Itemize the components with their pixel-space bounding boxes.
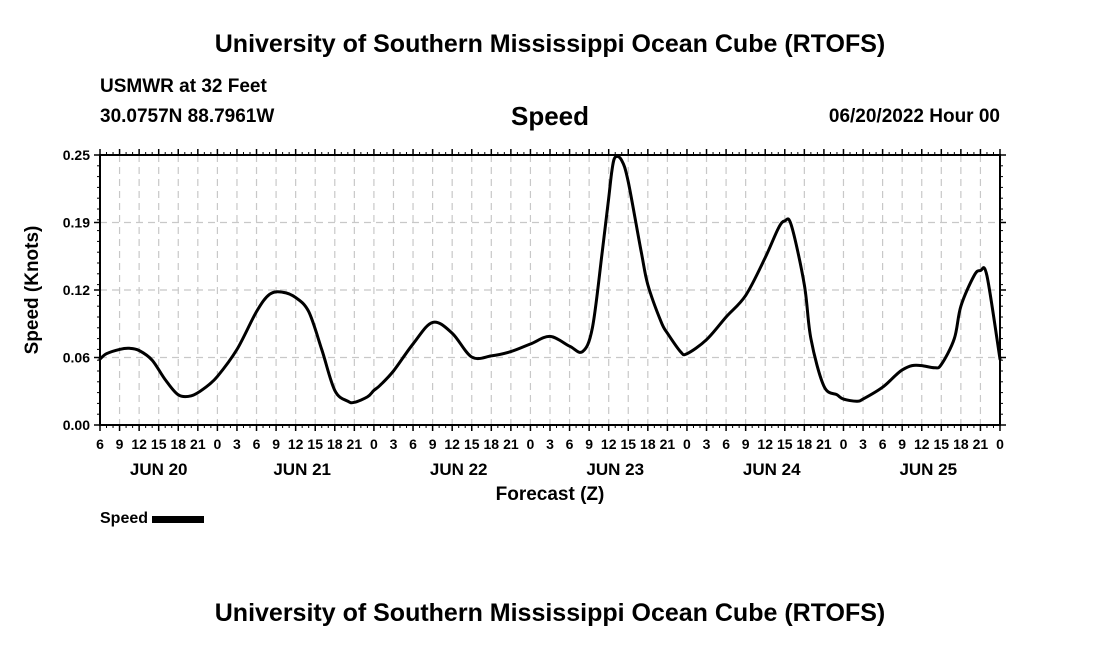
y-tick-label: 0.06 [63, 350, 90, 366]
x-tick-label: 0 [683, 436, 691, 452]
x-tick-label: 21 [816, 436, 832, 452]
x-tick-label: 12 [914, 436, 930, 452]
x-tick-label: 0 [213, 436, 221, 452]
x-tick-label: 18 [327, 436, 343, 452]
x-tick-label: 21 [973, 436, 989, 452]
x-tick-label: 12 [131, 436, 147, 452]
x-tick-label: 15 [777, 436, 793, 452]
legend-swatch [152, 515, 205, 523]
x-tick-label: 18 [170, 436, 186, 452]
x-tick-label: 6 [409, 436, 417, 452]
x-tick-label: 15 [307, 436, 323, 452]
grid-lines [99, 154, 1001, 426]
x-tick-label: 21 [503, 436, 519, 452]
x-tick-label: 9 [429, 436, 437, 452]
x-tick-label: 21 [190, 436, 206, 452]
x-tick-label: 3 [546, 436, 554, 452]
x-tick-label: 15 [151, 436, 167, 452]
x-tick-label: 9 [742, 436, 750, 452]
y-tick-label: 0.19 [63, 215, 90, 231]
x-tick-label: 0 [370, 436, 378, 452]
x-tick-label: 18 [484, 436, 500, 452]
x-tick-label: 15 [464, 436, 480, 452]
x-tick-label: 15 [620, 436, 636, 452]
x-tick-label: 12 [757, 436, 773, 452]
legend-label: Speed [100, 510, 149, 527]
speed-series-line [98, 154, 1002, 405]
x-tick-label: 12 [601, 436, 617, 452]
x-tick-label: 21 [347, 436, 363, 452]
chart-variable-heading: Speed [510, 101, 590, 131]
x-tick-label: 0 [527, 436, 535, 452]
x-tick-labels: 6 9 12 15 18 21 0 3 6 9 12 15 18 21 0 3 6 9 12 15 18 21 0 3 6 9 12… [96, 436, 1004, 452]
x-tick-label: 0 [840, 436, 848, 452]
x-tick-label: 18 [953, 436, 969, 452]
x-tick-label: 12 [288, 436, 304, 452]
day-label: JUN 22 [430, 460, 488, 479]
station-name: USMWR at 32 Feet [100, 76, 267, 97]
y-tick-label: 0.25 [63, 147, 90, 163]
day-label: JUN 25 [899, 460, 957, 479]
chart-main-title: University of Southern Mississippi Ocean… [214, 30, 886, 58]
day-label: JUN 20 [130, 460, 188, 479]
y-tick-label: 0.12 [63, 282, 90, 298]
x-tick-label: 3 [233, 436, 241, 452]
x-axis-title: Forecast (Z) [496, 484, 605, 505]
x-tick-label: 6 [879, 436, 887, 452]
y-tick-labels: 0.00 0.06 0.12 0.19 0.25 [63, 147, 90, 433]
station-coordinates: 30.0757N 88.7961W [100, 106, 275, 127]
x-tick-label: 6 [566, 436, 574, 452]
x-tick-label: 12 [444, 436, 460, 452]
x-tick-label: 15 [934, 436, 950, 452]
y-tick-label: 0.00 [63, 417, 90, 433]
x-tick-label: 9 [585, 436, 593, 452]
forecast-run-time: 06/20/2022 Hour 00 [828, 106, 1000, 127]
day-label: JUN 21 [273, 460, 331, 479]
x-tick-label: 18 [797, 436, 813, 452]
x-tick-label: 18 [640, 436, 656, 452]
x-tick-label: 3 [859, 436, 867, 452]
y-axis-title: Speed (Knots) [22, 226, 43, 355]
day-label: JUN 24 [743, 460, 801, 479]
plot-frame [99, 154, 1001, 426]
x-tick-label: 9 [898, 436, 906, 452]
x-tick-label: 3 [703, 436, 711, 452]
x-tick-label: 21 [660, 436, 676, 452]
day-labels: JUN 20 JUN 21 JUN 22 JUN 23 JUN 24 JUN 25 [130, 460, 957, 479]
x-tick-label: 0 [996, 436, 1004, 452]
x-tick-label: 9 [272, 436, 280, 452]
x-tick-label: 6 [96, 436, 104, 452]
footer-title: University of Southern Mississippi Ocean… [214, 599, 886, 627]
day-label: JUN 23 [586, 460, 644, 479]
x-tick-label: 3 [390, 436, 398, 452]
x-tick-label: 6 [253, 436, 261, 452]
x-tick-label: 9 [116, 436, 124, 452]
legend: Speed [100, 510, 205, 528]
x-tick-label: 6 [722, 436, 730, 452]
